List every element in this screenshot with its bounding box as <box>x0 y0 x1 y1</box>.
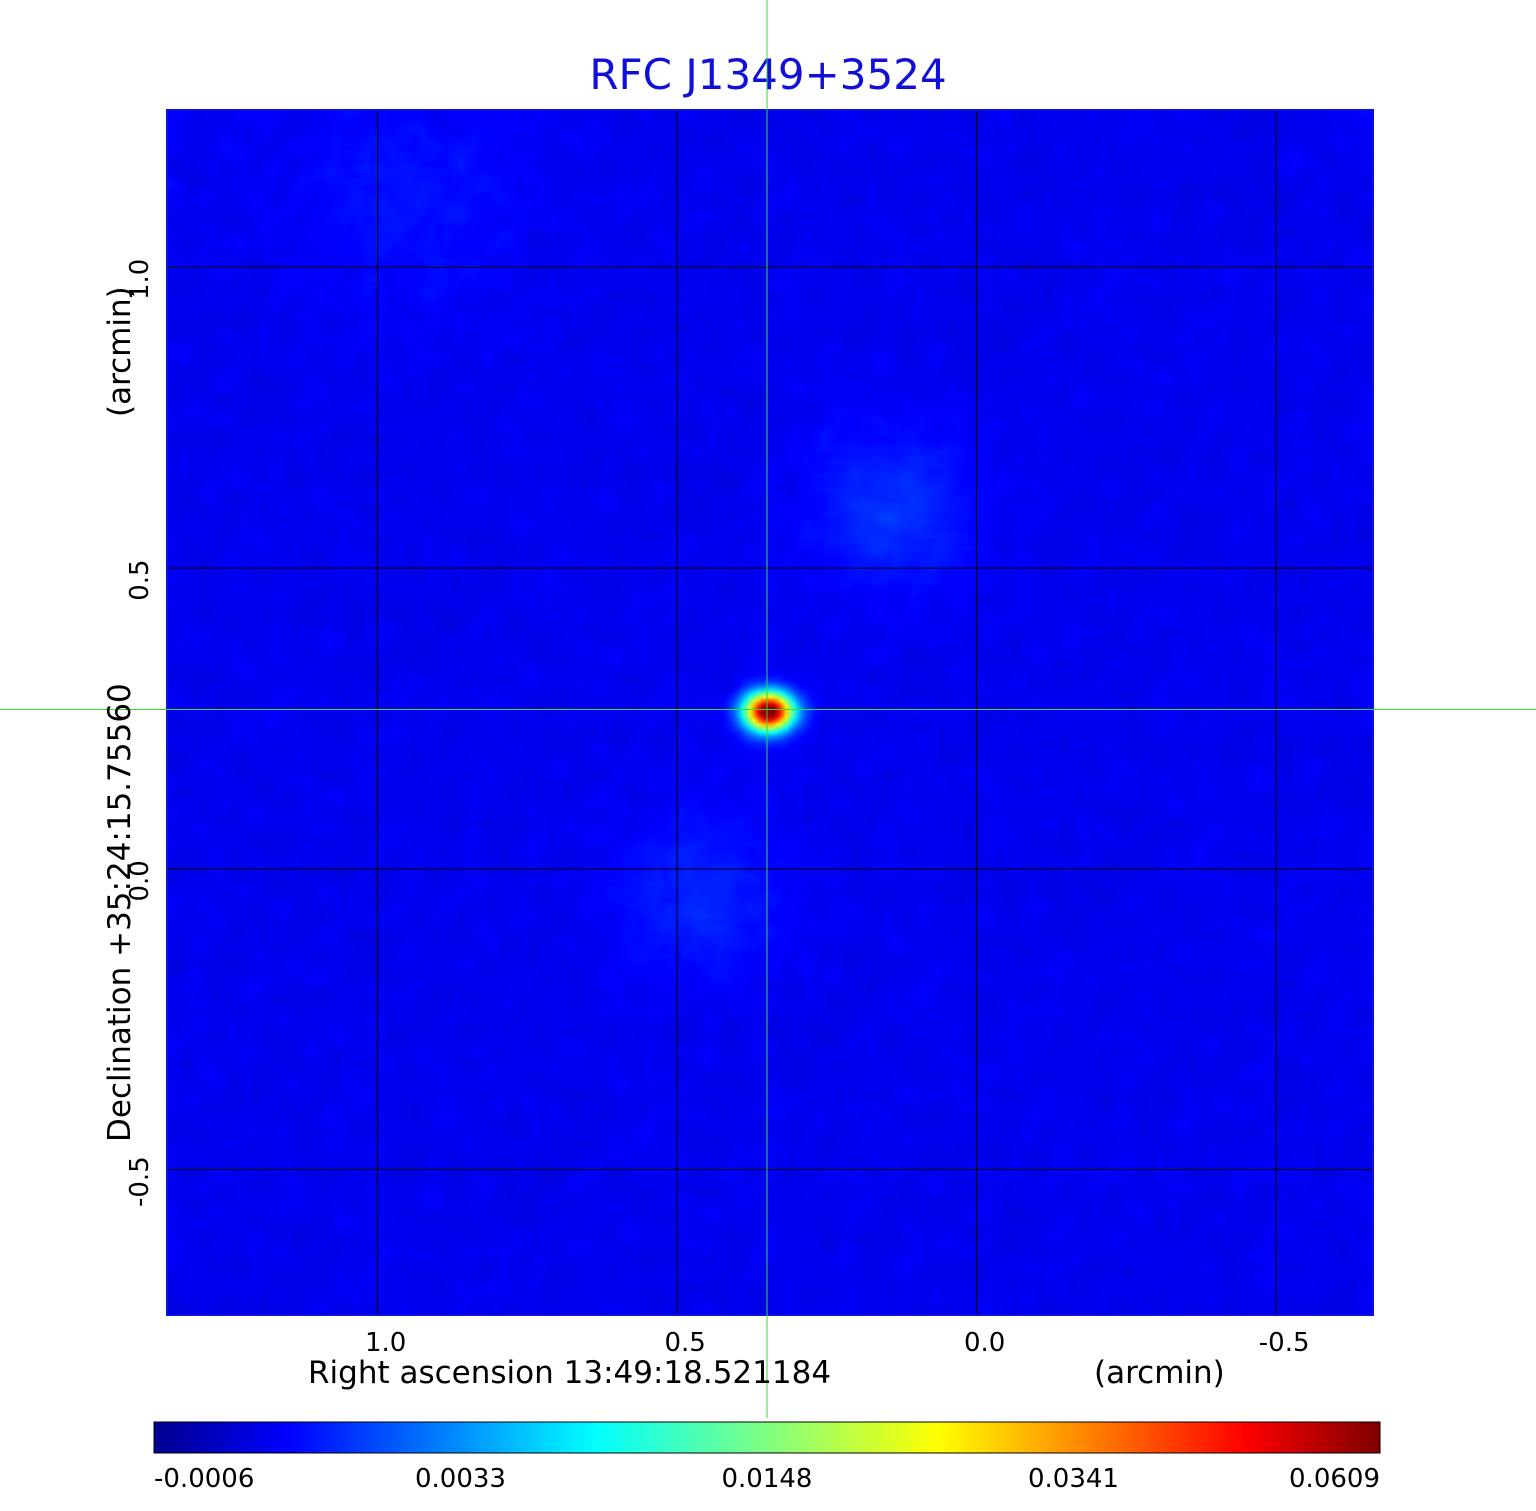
colorbar-tick-labels: -0.0006 0.0033 0.0148 0.0341 0.0609 <box>154 1464 1380 1494</box>
y-axis-unit: (arcmin) <box>102 286 138 417</box>
x-axis-unit: (arcmin) <box>1094 1355 1225 1391</box>
y-tick-label: -0.5 <box>125 1156 155 1207</box>
colorbar-tick-label: 0.0341 <box>1028 1464 1119 1494</box>
colorbar-tick-label: 0.0609 <box>1289 1464 1380 1494</box>
x-tick-labels: 1.0 0.5 0.0 -0.5 <box>365 1328 1310 1358</box>
y-tick-labels: -0.5 0.0 0.5 1.0 <box>125 259 155 1207</box>
image-map <box>166 109 1374 1316</box>
x-tick-label: 0.5 <box>664 1328 705 1358</box>
colorbar <box>153 1421 1381 1454</box>
colorbar-tick-label: 0.0148 <box>722 1464 813 1494</box>
chart-title: RFC J1349+3524 <box>589 50 947 99</box>
x-tick-label: 1.0 <box>365 1328 406 1358</box>
colorbar-tick-label: -0.0006 <box>154 1464 254 1494</box>
colorbar-tick-label: 0.0033 <box>415 1464 506 1494</box>
intensity-map <box>168 111 1372 1314</box>
y-tick-label: 0.5 <box>125 559 155 600</box>
grid <box>168 111 1372 1314</box>
y-tick-label: 1.0 <box>125 259 155 300</box>
crosshair <box>0 0 1536 1418</box>
x-tick-label: 0.0 <box>964 1328 1005 1358</box>
y-tick-label: 0.0 <box>125 860 155 901</box>
x-axis-label: Right ascension 13:49:18.521184 <box>308 1355 831 1391</box>
x-tick-label: -0.5 <box>1259 1328 1310 1358</box>
y-axis-label: Declination +35:24:15.75560 <box>102 683 138 1142</box>
